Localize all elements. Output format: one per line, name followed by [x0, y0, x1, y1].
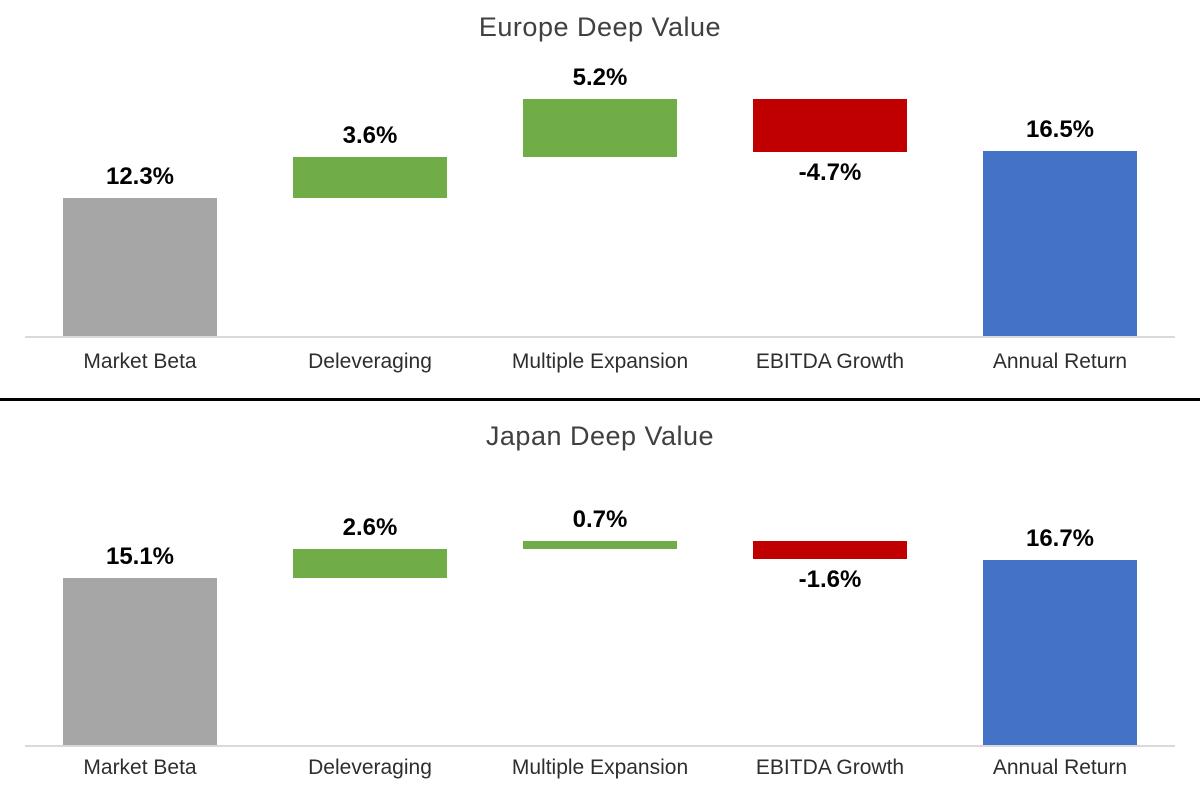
- category-label-deleveraging: Deleveraging: [308, 350, 432, 373]
- category-label-multiple-expansion: Multiple Expansion: [511, 756, 689, 779]
- value-label: 2.6%: [342, 513, 398, 541]
- waterfall-bar-multiple-expansion: [523, 99, 677, 158]
- chart-japan-deep-value: Japan Deep Value 15.1% 2.6% 0.7% -1.6% 16.7%…: [0, 401, 1200, 808]
- value-label: -1.6%: [798, 565, 862, 593]
- category-label-annual-return: Annual Return: [992, 350, 1128, 373]
- category-axis-japan: Market Beta Deleveraging Multiple Expansio…: [25, 756, 1175, 790]
- value-label: 0.7%: [572, 505, 628, 533]
- x-axis-baseline: [25, 336, 1175, 338]
- category-axis-europe: Market Beta Deleveraging Multiple Expansio…: [25, 350, 1175, 384]
- value-label: 16.7%: [1025, 524, 1095, 552]
- chart-title-europe: Europe Deep Value: [478, 12, 722, 42]
- chart-title-japan: Japan Deep Value: [485, 421, 715, 451]
- waterfall-bar-annual-return: [983, 559, 1137, 745]
- category-label-ebitda-growth: EBITDA Growth: [755, 756, 905, 779]
- value-label: 5.2%: [572, 64, 628, 92]
- waterfall-bar-ebitda-growth: [753, 540, 907, 559]
- category-label-market-beta: Market Beta: [83, 756, 197, 779]
- waterfall-bar-market-beta: [63, 577, 217, 745]
- category-label-market-beta: Market Beta: [83, 350, 197, 373]
- value-label: 16.5%: [1025, 115, 1095, 143]
- waterfall-bar-multiple-expansion: [523, 540, 677, 549]
- value-label: 3.6%: [342, 122, 398, 150]
- plot-area-japan: 15.1% 2.6% 0.7% -1.6% 16.7%: [25, 460, 1175, 747]
- value-label: 15.1%: [105, 542, 175, 570]
- waterfall-bar-deleveraging: [293, 548, 447, 578]
- waterfall-bar-ebitda-growth: [753, 99, 907, 152]
- category-label-deleveraging: Deleveraging: [308, 756, 432, 779]
- category-label-ebitda-growth: EBITDA Growth: [755, 350, 905, 373]
- waterfall-bar-deleveraging: [293, 157, 447, 198]
- chart-divider-line: [0, 398, 1200, 401]
- category-label-multiple-expansion: Multiple Expansion: [511, 350, 689, 373]
- waterfall-bar-annual-return: [983, 150, 1137, 336]
- category-label-annual-return: Annual Return: [992, 756, 1128, 779]
- plot-area-europe: 12.3% 3.6% 5.2% -4.7% 16.5%: [25, 60, 1175, 338]
- value-label: -4.7%: [798, 158, 862, 186]
- chart-europe-deep-value: Europe Deep Value 12.3% 3.6% 5.2% -4.7% 16.5…: [0, 0, 1200, 398]
- value-label: 12.3%: [105, 162, 175, 190]
- waterfall-bar-market-beta: [63, 197, 217, 336]
- x-axis-baseline: [25, 745, 1175, 747]
